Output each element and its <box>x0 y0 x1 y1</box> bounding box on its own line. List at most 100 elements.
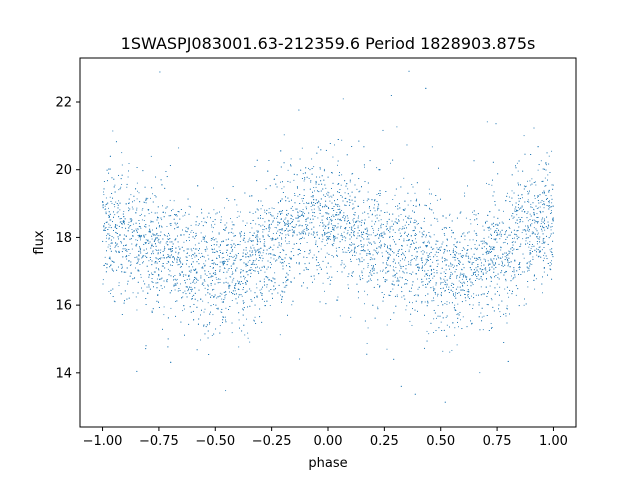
data-point <box>350 251 352 253</box>
data-point <box>318 209 320 211</box>
data-point <box>184 334 185 336</box>
data-point <box>489 245 491 247</box>
data-point <box>131 219 133 221</box>
data-point <box>304 251 306 253</box>
data-point <box>297 211 299 213</box>
data-point <box>462 284 463 286</box>
data-point <box>109 235 111 236</box>
data-point <box>190 231 192 233</box>
data-point <box>237 253 239 254</box>
data-point <box>502 242 504 244</box>
data-point <box>353 213 355 215</box>
data-point <box>207 285 209 287</box>
data-point <box>545 163 547 165</box>
data-point <box>247 332 249 334</box>
data-point <box>464 239 466 241</box>
data-point <box>550 229 552 231</box>
data-point <box>140 235 142 237</box>
data-point <box>259 289 261 291</box>
data-point <box>494 246 496 248</box>
data-point <box>400 186 402 188</box>
data-point <box>106 267 108 269</box>
data-point <box>359 277 361 279</box>
data-point <box>474 271 476 273</box>
data-point <box>489 269 491 271</box>
data-point <box>145 239 147 241</box>
data-point <box>536 208 538 209</box>
data-point <box>141 219 143 221</box>
data-point <box>264 305 266 307</box>
data-point <box>306 229 308 231</box>
data-point <box>533 209 535 211</box>
data-point <box>444 234 446 236</box>
data-point <box>188 289 189 291</box>
data-point <box>432 212 434 214</box>
data-point <box>337 223 339 225</box>
data-point <box>270 257 272 259</box>
data-point <box>125 271 127 273</box>
data-point <box>224 224 226 226</box>
data-point <box>428 333 430 335</box>
data-point <box>367 266 369 268</box>
data-point <box>398 215 400 217</box>
data-point <box>551 150 553 152</box>
data-point <box>179 272 181 274</box>
data-point <box>121 264 123 266</box>
data-point <box>425 236 427 238</box>
data-point <box>509 251 511 253</box>
data-point <box>185 212 186 214</box>
data-point <box>416 223 418 225</box>
data-point <box>359 190 361 192</box>
data-point <box>518 268 520 270</box>
data-point <box>155 245 157 247</box>
data-point <box>376 201 378 202</box>
data-point <box>259 238 261 240</box>
data-point <box>140 239 141 241</box>
data-point <box>534 220 536 222</box>
data-point <box>511 252 513 254</box>
data-point <box>472 304 474 306</box>
data-point <box>531 223 533 225</box>
data-point <box>381 232 383 234</box>
data-point <box>307 217 309 219</box>
data-point <box>509 262 511 263</box>
data-point <box>160 252 161 254</box>
data-point <box>186 240 187 242</box>
data-point <box>341 260 343 262</box>
data-point <box>210 217 211 219</box>
data-point <box>445 269 447 271</box>
data-point <box>318 237 320 239</box>
data-point <box>109 245 111 247</box>
data-point <box>378 208 380 210</box>
data-point <box>423 221 425 223</box>
data-point <box>533 232 535 234</box>
data-point <box>511 275 513 277</box>
data-point <box>506 255 507 257</box>
data-point <box>449 213 451 215</box>
data-point <box>176 278 178 280</box>
data-point <box>411 324 413 326</box>
data-point <box>197 300 199 302</box>
data-point <box>162 257 164 259</box>
data-point <box>494 276 496 278</box>
data-point <box>470 223 472 225</box>
data-point <box>221 241 223 243</box>
data-point <box>136 198 138 200</box>
data-point <box>288 225 289 227</box>
data-points <box>102 70 554 403</box>
data-point <box>378 234 380 235</box>
data-point <box>442 241 444 243</box>
data-point <box>145 298 147 300</box>
data-point <box>296 208 298 210</box>
data-point <box>136 263 138 264</box>
data-point <box>305 233 307 235</box>
data-point <box>453 334 455 336</box>
data-point <box>287 233 289 235</box>
data-point <box>519 266 521 268</box>
data-point <box>438 167 439 169</box>
data-point <box>163 234 165 235</box>
data-point <box>521 232 523 234</box>
data-point <box>115 224 116 226</box>
data-point <box>116 224 118 226</box>
